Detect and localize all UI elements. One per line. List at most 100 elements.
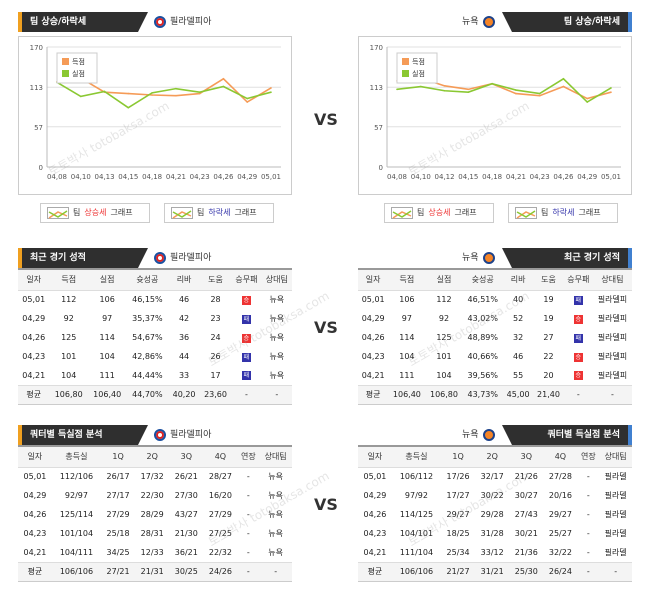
vs-label: VS (314, 318, 338, 337)
x-tick-label: 05,01 (601, 173, 621, 181)
table-cell: 패 (231, 366, 261, 385)
left-chart-box: 170 113 57 0 04,08 04,10 04,13 04,15 04,18 04,21 0… (18, 36, 292, 195)
table-cell: 뉴욕 (269, 314, 285, 323)
y-tick-label: 0 (379, 164, 383, 172)
newyork-logo-icon (482, 252, 495, 264)
right-quarter-table-box: 일자 총득실 1Q 2Q 3Q 4Q 연장 상대팀 05,01 106/112 17/26 32/17… (358, 445, 632, 582)
table-cell: 패 (564, 328, 593, 347)
win-badge: 승 (573, 352, 583, 362)
team-name: 필라델피아 (170, 430, 212, 440)
table-cell: 44,44% (132, 370, 163, 380)
table-cell: 평균 (18, 561, 52, 581)
table-cell: 42 (178, 314, 190, 323)
table-cell: 필라델피 (597, 314, 628, 323)
table-cell: 114 (99, 333, 115, 342)
table-cell: 24 (210, 333, 221, 342)
team-label: 뉴욕 (462, 12, 495, 32)
table-row: 04,29 92 97 35,37% 42 23 패 뉴욕 (18, 309, 292, 328)
table-cell: 패 (231, 347, 261, 366)
column-header: 2Q (475, 447, 510, 468)
column-header: 실점 (425, 270, 463, 291)
legend-suffix: 그래프 (578, 208, 601, 217)
column-header: 리바 (502, 270, 534, 291)
table-cell: 125 (436, 333, 452, 342)
left-recent-panel: 최근 경기 성적 필라델피아 일자 득점 실점 슛성공 리바 도움 승무패 상대팀 05,01 1… (18, 248, 292, 405)
data-point (515, 89, 517, 91)
x-tick-label: 04,10 (411, 173, 431, 181)
table-cell: 04,23 (363, 529, 387, 538)
table-cell: 40,66% (467, 352, 498, 361)
data-point (610, 91, 612, 93)
table-cell: 23 (210, 314, 221, 323)
win-badge: 승 (573, 314, 583, 324)
table-cell: 05,01 (363, 472, 387, 482)
table-cell: 19 (543, 295, 554, 305)
team-label: 뉴욕 (462, 248, 495, 268)
table-cell: 뉴욕 (269, 333, 285, 342)
table-cell: 125 (61, 333, 77, 342)
win-badge: 승 (241, 333, 251, 343)
column-header: 리바 (168, 270, 200, 291)
table-cell: 뉴욕 (269, 370, 285, 380)
table-cell: 101 (61, 352, 77, 361)
table-cell: 23,60 (199, 384, 232, 404)
data-point (222, 77, 225, 80)
x-tick-label: 05,01 (261, 173, 281, 181)
legend-up-text: 상승세 (428, 208, 451, 217)
table-cell: 04,29 (361, 314, 385, 323)
newyork-logo-icon (482, 429, 495, 441)
data-point (443, 85, 446, 87)
table-cell: 21/27 (441, 561, 476, 581)
table-row: 04,26 125/114 27/29 28/29 43/27 27/29 - 뉴욕 (18, 505, 292, 524)
legend-down-text: 하락세 (208, 208, 231, 217)
table-cell: 46,51% (467, 295, 498, 305)
column-header: 상대팀 (599, 447, 632, 468)
table-cell: 필라델 (604, 510, 627, 519)
table-cell: 12/33 (140, 547, 164, 557)
column-header: 상대팀 (261, 270, 292, 291)
table-cell: 28 (210, 295, 221, 305)
y-tick-label: 113 (30, 84, 43, 92)
table-cell: 22/32 (208, 547, 232, 557)
column-header: 3Q (169, 447, 204, 468)
table-cell: 31/21 (475, 561, 510, 581)
table-cell: 42,86% (132, 352, 163, 361)
table-row: 04,21 104 111 44,44% 33 17 패 뉴욕 (18, 366, 292, 385)
x-tick-label: 04,08 (387, 173, 407, 181)
table-cell: 30/27 (514, 491, 538, 500)
y-tick-label: 170 (370, 44, 383, 52)
table-cell: 27/29 (106, 510, 130, 519)
table-cell: 04,21 (363, 547, 387, 557)
table-cell: 승 (231, 290, 261, 309)
philadelphia-logo-icon (154, 16, 166, 28)
table-cell: - (586, 529, 590, 538)
table-cell: 97 (102, 314, 113, 323)
table-cell: 28/31 (140, 529, 164, 538)
table-cell: 04,26 (22, 333, 46, 342)
table-cell: - (577, 561, 600, 581)
table-cell: 101/104 (59, 529, 94, 538)
table-cell: 92 (438, 314, 450, 323)
table-row: 04,21 111 104 39,56% 55 20 승 필라델피 (358, 366, 632, 385)
data-point (419, 85, 422, 88)
column-header: 연장 (237, 447, 260, 468)
table-cell: 평균 (358, 384, 389, 404)
table-cell: 04,26 (23, 510, 47, 519)
table-cell: 112/106 (59, 472, 94, 482)
table-cell: 112 (436, 295, 452, 305)
table-cell: 뉴욕 (268, 529, 283, 538)
table-cell: 필라델 (604, 472, 627, 482)
x-tick-label: 04,26 (553, 173, 574, 181)
data-point (467, 91, 470, 93)
table-cell: 92/97 (64, 491, 88, 500)
left-quarter-table-box: 일자 총득실 1Q 2Q 3Q 4Q 연장 상대팀 05,01 112/106 26/17 17/32… (18, 445, 292, 582)
table-cell: 125/114 (59, 510, 94, 519)
table-cell: - (592, 384, 632, 404)
x-tick-label: 04,18 (142, 173, 162, 181)
table-cell: 27/43 (514, 510, 538, 519)
data-point (443, 89, 446, 92)
win-badge: 승 (573, 371, 583, 381)
table-cell: 55 (513, 370, 524, 380)
table-cell: 22 (543, 352, 554, 361)
table-cell: 34/25 (106, 547, 130, 557)
